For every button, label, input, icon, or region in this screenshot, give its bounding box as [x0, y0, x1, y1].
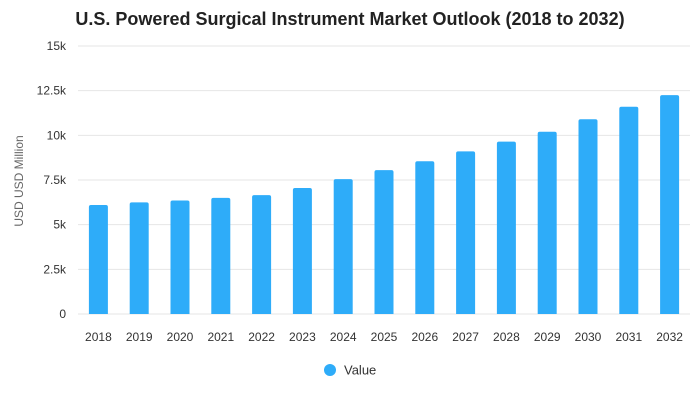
bar-2026[interactable] [415, 161, 435, 314]
bar-2032[interactable] [660, 95, 680, 314]
x-tick-label: 2023 [289, 330, 316, 344]
chart-title: U.S. Powered Surgical Instrument Market … [75, 9, 624, 29]
bars [88, 95, 680, 315]
bar-2029[interactable] [537, 131, 557, 314]
legend-marker-icon [324, 364, 336, 376]
y-axis-ticks: 0 2.5k 5k 7.5k 10k 12.5k 15k [37, 39, 67, 321]
bar-2030[interactable] [578, 119, 598, 315]
x-tick-label: 2020 [167, 330, 194, 344]
y-tick-label: 7.5k [43, 173, 67, 187]
x-tick-label: 2021 [207, 330, 234, 344]
x-axis-ticks: 2018 2019 2020 2021 2022 2023 2024 2025 2026 2027… [85, 330, 683, 344]
y-tick-label: 10k [47, 128, 67, 142]
x-tick-label: 2022 [248, 330, 275, 344]
x-tick-label: 2029 [534, 330, 561, 344]
bar-2025[interactable] [374, 170, 394, 314]
x-tick-label: 2025 [371, 330, 398, 344]
bar-2028[interactable] [496, 141, 516, 314]
bar-2027[interactable] [456, 151, 476, 314]
x-tick-label: 2018 [85, 330, 112, 344]
bar-2022[interactable] [252, 195, 272, 314]
bar-2019[interactable] [129, 202, 149, 314]
x-tick-label: 2030 [575, 330, 602, 344]
bar-2020[interactable] [170, 200, 190, 314]
x-tick-label: 2032 [656, 330, 683, 344]
bar-2021[interactable] [211, 197, 231, 314]
bar-2024[interactable] [333, 179, 353, 314]
bar-2018[interactable] [88, 205, 108, 314]
legend-label: Value [344, 363, 376, 378]
y-tick-label: 0 [59, 307, 66, 321]
legend[interactable]: Value [324, 363, 376, 378]
y-tick-label: 12.5k [37, 84, 67, 98]
y-tick-label: 2.5k [43, 262, 67, 276]
y-tick-label: 5k [53, 218, 67, 232]
y-axis-label: USD USD Million [12, 135, 26, 226]
bar-2023[interactable] [292, 188, 312, 314]
x-tick-label: 2024 [330, 330, 357, 344]
x-tick-label: 2026 [411, 330, 438, 344]
x-tick-label: 2028 [493, 330, 520, 344]
y-tick-label: 15k [47, 39, 67, 53]
x-tick-label: 2027 [452, 330, 479, 344]
bar-2031[interactable] [619, 106, 639, 314]
x-tick-label: 2031 [615, 330, 642, 344]
x-tick-label: 2019 [126, 330, 153, 344]
